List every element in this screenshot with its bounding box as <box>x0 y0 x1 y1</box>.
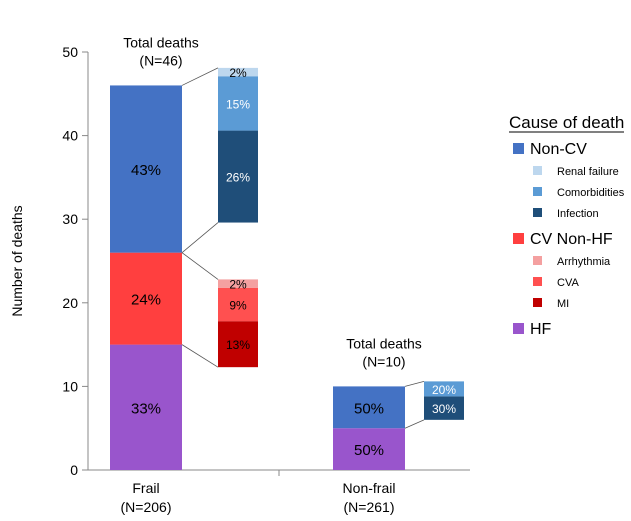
breakdown-label: 26% <box>226 171 250 185</box>
bar-header-n: (N=46) <box>139 52 182 68</box>
legend-item-cva: CVA <box>557 277 579 289</box>
breakdown-infection-non-frail <box>424 396 464 420</box>
legend-item-comorbidities: Comorbidities <box>557 187 625 199</box>
bar-label: 50% <box>354 400 384 417</box>
connector-line <box>404 419 425 429</box>
breakdown-label: 30% <box>432 402 456 416</box>
breakdown-comorbidities-frail <box>218 76 258 131</box>
y-tick-label: 30 <box>62 211 78 227</box>
connector-line <box>181 252 219 280</box>
breakdown-label: 15% <box>226 97 250 111</box>
bar-header-n: (N=10) <box>362 353 405 369</box>
legend-title: Cause of death <box>509 113 624 132</box>
legend-item-arrhythmia: Arrhythmia <box>557 256 611 268</box>
bar-non-cv-frail <box>110 85 182 253</box>
breakdown-renal-failure-frail <box>218 67 258 77</box>
y-tick-label: 40 <box>62 128 78 144</box>
legend-swatch-comorbidities <box>533 187 542 196</box>
bar-label: 24% <box>131 292 161 309</box>
legend-swatch-cv-non-hf <box>513 233 524 244</box>
x-tick-sublabel: (N=261) <box>344 499 395 515</box>
legend-item-hf: HF <box>530 321 552 338</box>
legend-item-non-cv: Non-CV <box>530 141 587 158</box>
bar-cv-non-hf-frail <box>110 252 182 345</box>
y-tick-label: 0 <box>70 462 78 478</box>
breakdown-label: 20% <box>432 383 456 397</box>
legend-swatch-cva <box>533 277 542 286</box>
y-tick-label: 10 <box>62 378 78 394</box>
legend-item-cv-non-hf: CV Non-HF <box>530 231 613 248</box>
connector-line <box>181 344 219 368</box>
bar-hf-frail <box>110 344 182 470</box>
legend-swatch-infection <box>533 208 542 217</box>
breakdown-infection-frail <box>218 130 258 223</box>
breakdown-label: 9% <box>229 298 247 312</box>
bar-non-cv-non-frail <box>333 386 405 429</box>
breakdown-label: 2% <box>229 66 247 80</box>
bar-hf-non-frail <box>333 428 405 470</box>
x-tick-label: Frail <box>132 480 159 496</box>
bar-label: 33% <box>131 400 161 417</box>
breakdown-arrhythmia-frail <box>218 279 258 288</box>
x-tick-sublabel: (N=206) <box>121 499 172 515</box>
breakdown-label: 13% <box>226 338 250 352</box>
legend-swatch-hf <box>513 323 524 334</box>
connector-line <box>404 380 425 387</box>
breakdown-mi-frail <box>218 321 258 368</box>
y-tick-label: 20 <box>62 295 78 311</box>
bar-label: 50% <box>354 442 384 459</box>
legend-item-infection: Infection <box>557 208 599 220</box>
legend-swatch-non-cv <box>513 143 524 154</box>
legend-swatch-mi <box>533 298 542 307</box>
connector-line <box>181 67 219 86</box>
breakdown-cva-frail <box>218 287 258 322</box>
bar-header-title: Total deaths <box>123 34 199 50</box>
connector-line <box>181 222 219 253</box>
breakdown-label: 2% <box>229 278 247 292</box>
legend-item-mi: MI <box>557 298 569 310</box>
breakdown-comorbidities-non-frail <box>424 381 464 397</box>
y-axis-label: Number of deaths <box>9 205 25 316</box>
bar-header-title: Total deaths <box>346 335 422 351</box>
bar-label: 43% <box>131 162 161 179</box>
legend-swatch-arrhythmia <box>533 256 542 265</box>
x-tick-label: Non-frail <box>343 480 396 496</box>
legend-swatch-renal-failure <box>533 166 542 175</box>
y-tick-label: 50 <box>62 44 78 60</box>
legend-item-renal-failure: Renal failure <box>557 166 619 178</box>
